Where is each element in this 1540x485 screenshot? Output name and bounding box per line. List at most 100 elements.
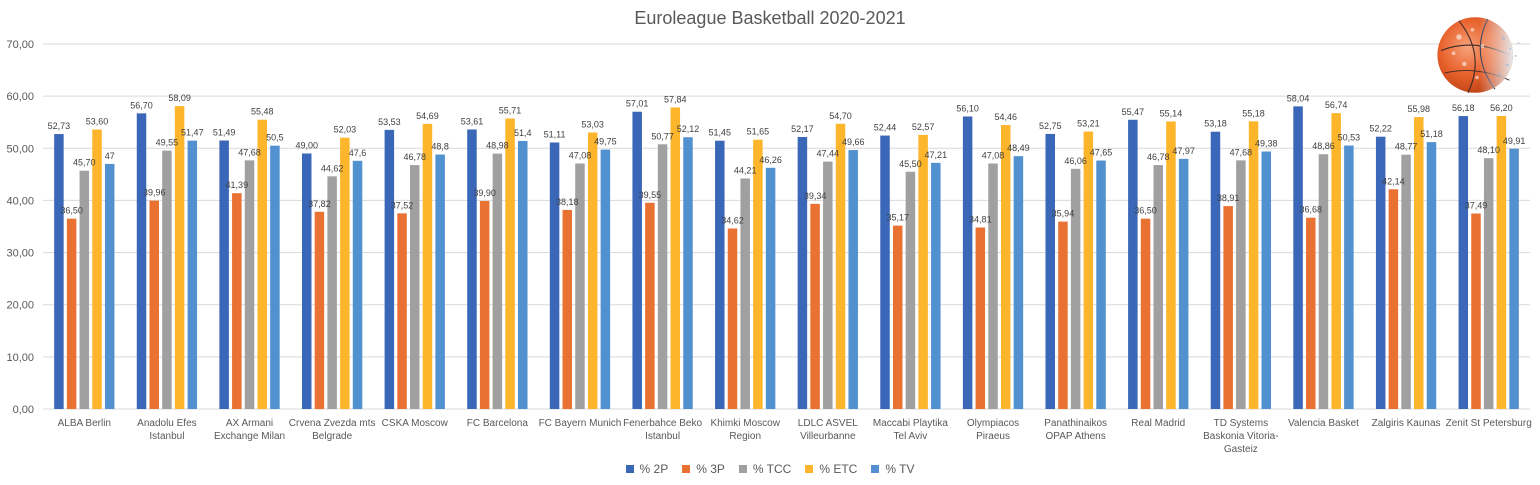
y-tick-label: 30,00 [6,248,34,260]
bar-2p [1458,116,1469,409]
data-label: 42,14 [1382,176,1405,186]
bar-tcc [244,160,255,409]
bar-tcc [1070,168,1081,409]
x-tick-label: Istanbul [149,431,184,442]
y-axis: 0,00 10,00 20,00 30,00 40,00 50,00 60,00 70,00 [6,39,34,416]
bar-3p [149,200,159,409]
legend-swatch [682,465,691,473]
data-label: 53,21 [1077,119,1100,129]
legend-item: % ETC [805,462,857,476]
x-tick-label: FC Bayern Munich [539,418,622,429]
y-tick-label: 50,00 [6,143,34,155]
bar-3p [1223,206,1233,409]
bar-3p [810,203,820,409]
x-tick-label: TD Systems [1214,418,1268,429]
data-label: 53,60 [86,117,109,127]
bar-3p [975,227,986,409]
data-label: 53,53 [378,117,401,127]
bar-etc [1414,117,1424,410]
y-tick-label: 60,00 [6,91,34,103]
bar-tv [683,137,693,409]
bar-2p [467,129,477,409]
bar-2p [136,113,147,409]
data-label: 48,98 [486,141,509,151]
bar-3p [1140,218,1151,409]
data-label: 53,03 [581,119,604,129]
bar-etc [92,129,102,409]
data-label: 56,74 [1325,100,1348,110]
data-label: 48,49 [1007,143,1030,153]
data-label: 56,70 [130,100,153,110]
x-tick-label: OPAP Athens [1046,431,1106,442]
bar-tv [600,149,611,409]
bar-etc [340,137,350,409]
data-label: 55,14 [1160,108,1183,118]
data-label: 47,6 [349,148,367,158]
data-label: 48,10 [1477,145,1500,155]
x-tick-label: Panathinaikos [1044,418,1107,429]
bar-3p [562,209,573,409]
basketball-icon [1437,17,1520,94]
bar-3p [1471,213,1481,409]
x-tick-label: Olympiacos [967,418,1019,429]
bar-2p [1210,131,1221,409]
bar-3p [1058,221,1068,409]
data-label: 49,38 [1255,139,1278,149]
bar-2p [1375,136,1386,409]
data-label: 53,61 [461,116,484,126]
bar-2p [880,135,890,409]
bar-tcc [988,163,998,409]
data-label: 56,10 [956,103,979,113]
bar-tv [352,160,363,409]
x-tick-label: Zalgiris Kaunas [1372,418,1441,429]
bar-etc [753,139,763,410]
gridlines [43,43,1530,410]
data-label: 51,45 [709,128,732,138]
data-label: 55,48 [251,107,274,117]
data-label: 54,69 [416,111,439,121]
y-tick-label: 0,00 [13,404,34,416]
data-label: 36,68 [1300,205,1323,215]
bar-etc [1083,131,1094,409]
data-label: 52,57 [912,122,935,132]
bar-tcc [79,170,90,409]
data-label: 39,55 [639,190,662,200]
data-label: 47,21 [925,150,948,160]
bar-tcc [1318,154,1329,409]
bar-etc [587,132,598,409]
data-label: 49,66 [842,137,865,147]
legend-swatch [871,465,880,473]
data-label: 52,73 [48,121,71,131]
data-label: 46,78 [403,152,426,162]
data-label: 47,68 [238,147,261,157]
legend-item: % 2P [625,462,668,476]
data-label: 51,18 [1420,129,1443,139]
bar-etc [1166,121,1176,409]
y-tick-label: 20,00 [6,300,34,312]
bar-etc [670,107,681,410]
legend-swatch [625,465,634,473]
data-label: 44,21 [734,165,757,175]
bar-etc [505,118,515,409]
bar-2p [632,111,642,409]
bar-2p [219,140,229,410]
data-label: 37,82 [308,199,331,209]
data-label: 52,03 [334,125,357,135]
data-label: 35,17 [886,213,909,223]
legend-label: % TCC [752,462,792,476]
bar-tcc [162,150,172,409]
legend-label: % ETC [819,462,858,476]
data-label: 48,77 [1395,142,1418,152]
bar-3p [479,200,490,409]
chart-title: Euroleague Basketball 2020-2021 [634,8,906,28]
bar-tv [187,140,198,409]
bars [54,106,1519,410]
bar-2p [1045,133,1055,410]
bar-2p [54,134,64,409]
data-label: 48,86 [1312,141,1335,151]
data-label: 47,68 [1230,147,1253,157]
legend-item: % 3P [682,462,725,476]
bar-tv [1261,151,1272,410]
bar-etc [1331,113,1341,410]
data-label: 36,50 [1134,206,1157,216]
